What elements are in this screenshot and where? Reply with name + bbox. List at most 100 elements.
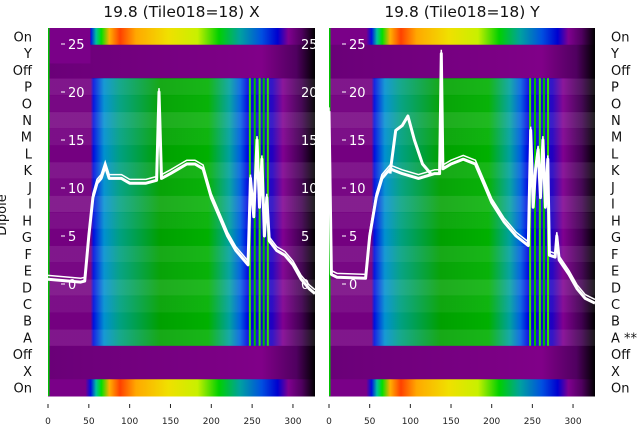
row-label: C (23, 298, 32, 313)
heatmap-row-0 (48, 28, 315, 46)
heatmap-strip (533, 78, 536, 96)
heatmap-row-19 (329, 345, 595, 364)
row-label: Off (611, 64, 631, 79)
heatmap-strip (266, 262, 269, 280)
heatmap-strip (262, 128, 265, 146)
heatmap-strip (529, 228, 532, 246)
row-label: O (611, 97, 621, 112)
heatmap-strip (266, 128, 269, 146)
heatmap-strip (258, 145, 261, 163)
overlay-y-tick-label: 5 (349, 230, 357, 245)
heatmap-strip (533, 278, 536, 297)
row-label: H (611, 214, 621, 229)
heatmap-strip (542, 128, 545, 146)
heatmap-row-13 (329, 245, 595, 263)
heatmap-strip (262, 312, 265, 330)
heatmap-strip (266, 145, 269, 163)
series-line-1 (388, 114, 432, 175)
row-label: L (25, 147, 33, 162)
heatmap-strip (529, 312, 532, 330)
heatmap-strip (258, 278, 261, 297)
heatmap-row-18 (48, 329, 315, 347)
heatmap-strip (529, 329, 532, 347)
heatmap-strip (262, 329, 265, 347)
heatmap-strip (538, 329, 541, 347)
overlay-y-tick-label: 25 (349, 38, 366, 53)
heatmap-strip (533, 94, 536, 113)
heatmap-strip (248, 329, 251, 347)
heatmap-strip (248, 312, 251, 330)
heatmap-row-18 (329, 329, 595, 347)
overlay-y-tick-label: 10 (68, 182, 85, 197)
row-label: I (611, 198, 615, 213)
x-tick-label: 250 (524, 417, 541, 427)
heatmap-strip (266, 278, 269, 297)
heatmap-row-21 (329, 379, 595, 397)
heatmap-row-14 (329, 262, 595, 280)
heatmap-row-16 (48, 295, 315, 313)
heatmap-strip (533, 312, 536, 330)
heatmap-strip (258, 295, 261, 313)
heatmap-strip (542, 245, 545, 263)
heatmap-row-9 (329, 178, 595, 196)
overlay-y-tick-label: 25 (68, 38, 85, 53)
overlay-y-tick-label: 20 (349, 86, 366, 101)
heatmap-row-15 (48, 278, 315, 297)
heatmap-row-17 (329, 312, 595, 330)
heatmap-strip (542, 312, 545, 330)
heatmap-strip (262, 94, 265, 113)
row-label: P (611, 81, 619, 96)
heatmap-strip (253, 262, 256, 280)
heatmap-strip (538, 262, 541, 280)
heatmap-strip (248, 128, 251, 146)
row-label: Y (610, 47, 619, 62)
row-label: H (22, 214, 32, 229)
heatmap-row-17 (48, 312, 315, 330)
heatmap-strip (533, 329, 536, 347)
row-label: Off (13, 64, 33, 79)
heatmap-strip (266, 111, 269, 129)
overlay-y-tick-label: 0 (349, 278, 357, 293)
heatmap-strip (266, 94, 269, 113)
heatmap-strip (248, 111, 251, 129)
heatmap-strip (547, 78, 550, 96)
heatmap-strip (248, 278, 251, 297)
row-label: B (611, 315, 620, 330)
heatmap-strip (258, 128, 261, 146)
overlay-y-tick-label-right: 10 (301, 182, 318, 197)
row-label: On (611, 30, 629, 45)
heatmap-row-11 (48, 212, 315, 230)
row-label: K (23, 164, 32, 179)
x-tick-label: 150 (442, 417, 459, 427)
heatmap-strip (529, 245, 532, 263)
heatmap-strip (547, 128, 550, 146)
heatmap-row-1 (48, 44, 315, 62)
x-tick-label: 0 (326, 417, 332, 427)
heatmap-strip (547, 94, 550, 113)
heatmap-strip (538, 128, 541, 146)
y-axis-label: Dipole (0, 194, 10, 235)
x-tick-label: 100 (402, 417, 419, 427)
x-tick-label: 300 (564, 417, 581, 427)
row-label: M (611, 131, 622, 146)
row-label: Off (611, 348, 631, 363)
heatmap-row-2 (329, 61, 595, 79)
heatmap-row-8 (329, 161, 595, 180)
heatmap-strip (253, 111, 256, 129)
heatmap-strip (262, 295, 265, 313)
heatmap-strip (538, 111, 541, 129)
heatmap-strip (533, 212, 536, 230)
heatmap-row-1 (329, 44, 595, 62)
row-label: On (14, 382, 32, 397)
heatmap-strip (258, 161, 261, 180)
heatmap-strip (253, 78, 256, 96)
heatmap-strip (262, 278, 265, 297)
heatmap-strip (533, 195, 536, 213)
heatmap-strip (538, 145, 541, 163)
heatmap-strip (547, 111, 550, 129)
heatmap-strip (533, 145, 536, 163)
heatmap-row-19 (48, 345, 315, 364)
row-label: F (611, 248, 618, 263)
row-label: D (611, 281, 621, 296)
